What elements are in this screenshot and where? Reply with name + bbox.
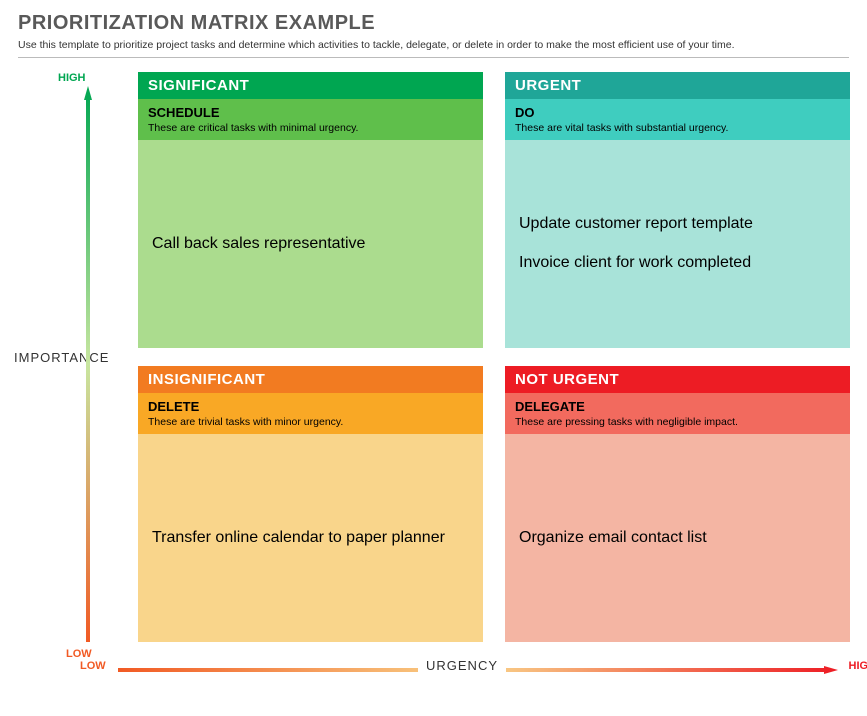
quadrant-title: INSIGNIFICANT: [138, 366, 483, 393]
x-axis-high-label: HIGH: [849, 660, 867, 672]
page-subtitle: Use this template to prioritize project …: [18, 39, 849, 58]
x-axis-label: URGENCY: [418, 658, 506, 673]
quadrant-description: These are trivial tasks with minor urgen…: [138, 414, 483, 434]
y-axis: HIGH LOW: [78, 86, 98, 642]
quadrant-action: DELETE: [138, 393, 483, 414]
quadrant-item: Update customer report template: [519, 214, 836, 235]
quadrant-subheader: DOThese are vital tasks with substantial…: [505, 99, 850, 140]
quadrant-description: These are pressing tasks with negligible…: [505, 414, 850, 434]
quadrant-title: NOT URGENT: [505, 366, 850, 393]
quadrant-item: Invoice client for work completed: [519, 253, 836, 274]
quadrant-subheader: DELETEThese are trivial tasks with minor…: [138, 393, 483, 434]
quadrant-body: Call back sales representative: [138, 140, 483, 348]
y-axis-low-label: LOW: [66, 648, 92, 660]
quadrant-0: SIGNIFICANTSCHEDULEThese are critical ta…: [138, 72, 483, 348]
quadrant-body: Update customer report template Invoice c…: [505, 140, 850, 348]
quadrant-subheader: DELEGATEThese are pressing tasks with ne…: [505, 393, 850, 434]
quadrant-title: URGENT: [505, 72, 850, 99]
matrix-container: IMPORTANCE HIGH LOW SIGNIFICANTSCHEDULET…: [18, 70, 849, 690]
quadrant-item: Organize email contact list: [519, 528, 836, 549]
quadrant-item: Transfer online calendar to paper planne…: [152, 528, 469, 549]
page-title: PRIORITIZATION MATRIX EXAMPLE: [18, 12, 849, 35]
quadrant-action: SCHEDULE: [138, 99, 483, 120]
quadrant-body: Transfer online calendar to paper planne…: [138, 434, 483, 642]
quadrant-description: These are critical tasks with minimal ur…: [138, 120, 483, 140]
quadrant-3: NOT URGENTDELEGATEThese are pressing tas…: [505, 366, 850, 642]
quadrant-action: DELEGATE: [505, 393, 850, 414]
quadrant-subheader: SCHEDULEThese are critical tasks with mi…: [138, 99, 483, 140]
quadrant-1: URGENTDOThese are vital tasks with subst…: [505, 72, 850, 348]
x-axis-low-label: LOW: [80, 660, 106, 672]
quadrant-title: SIGNIFICANT: [138, 72, 483, 99]
quadrant-item: Call back sales representative: [152, 234, 469, 255]
y-axis-high-label: HIGH: [58, 72, 86, 84]
quadrant-action: DO: [505, 99, 850, 120]
quadrant-body: Organize email contact list: [505, 434, 850, 642]
x-axis: LOW URGENCY HIGH: [118, 658, 838, 686]
quadrant-description: These are vital tasks with substantial u…: [505, 120, 850, 140]
quadrant-grid: SIGNIFICANTSCHEDULEThese are critical ta…: [138, 72, 850, 642]
quadrant-2: INSIGNIFICANTDELETEThese are trivial tas…: [138, 366, 483, 642]
y-axis-arrow-icon: [84, 86, 92, 642]
